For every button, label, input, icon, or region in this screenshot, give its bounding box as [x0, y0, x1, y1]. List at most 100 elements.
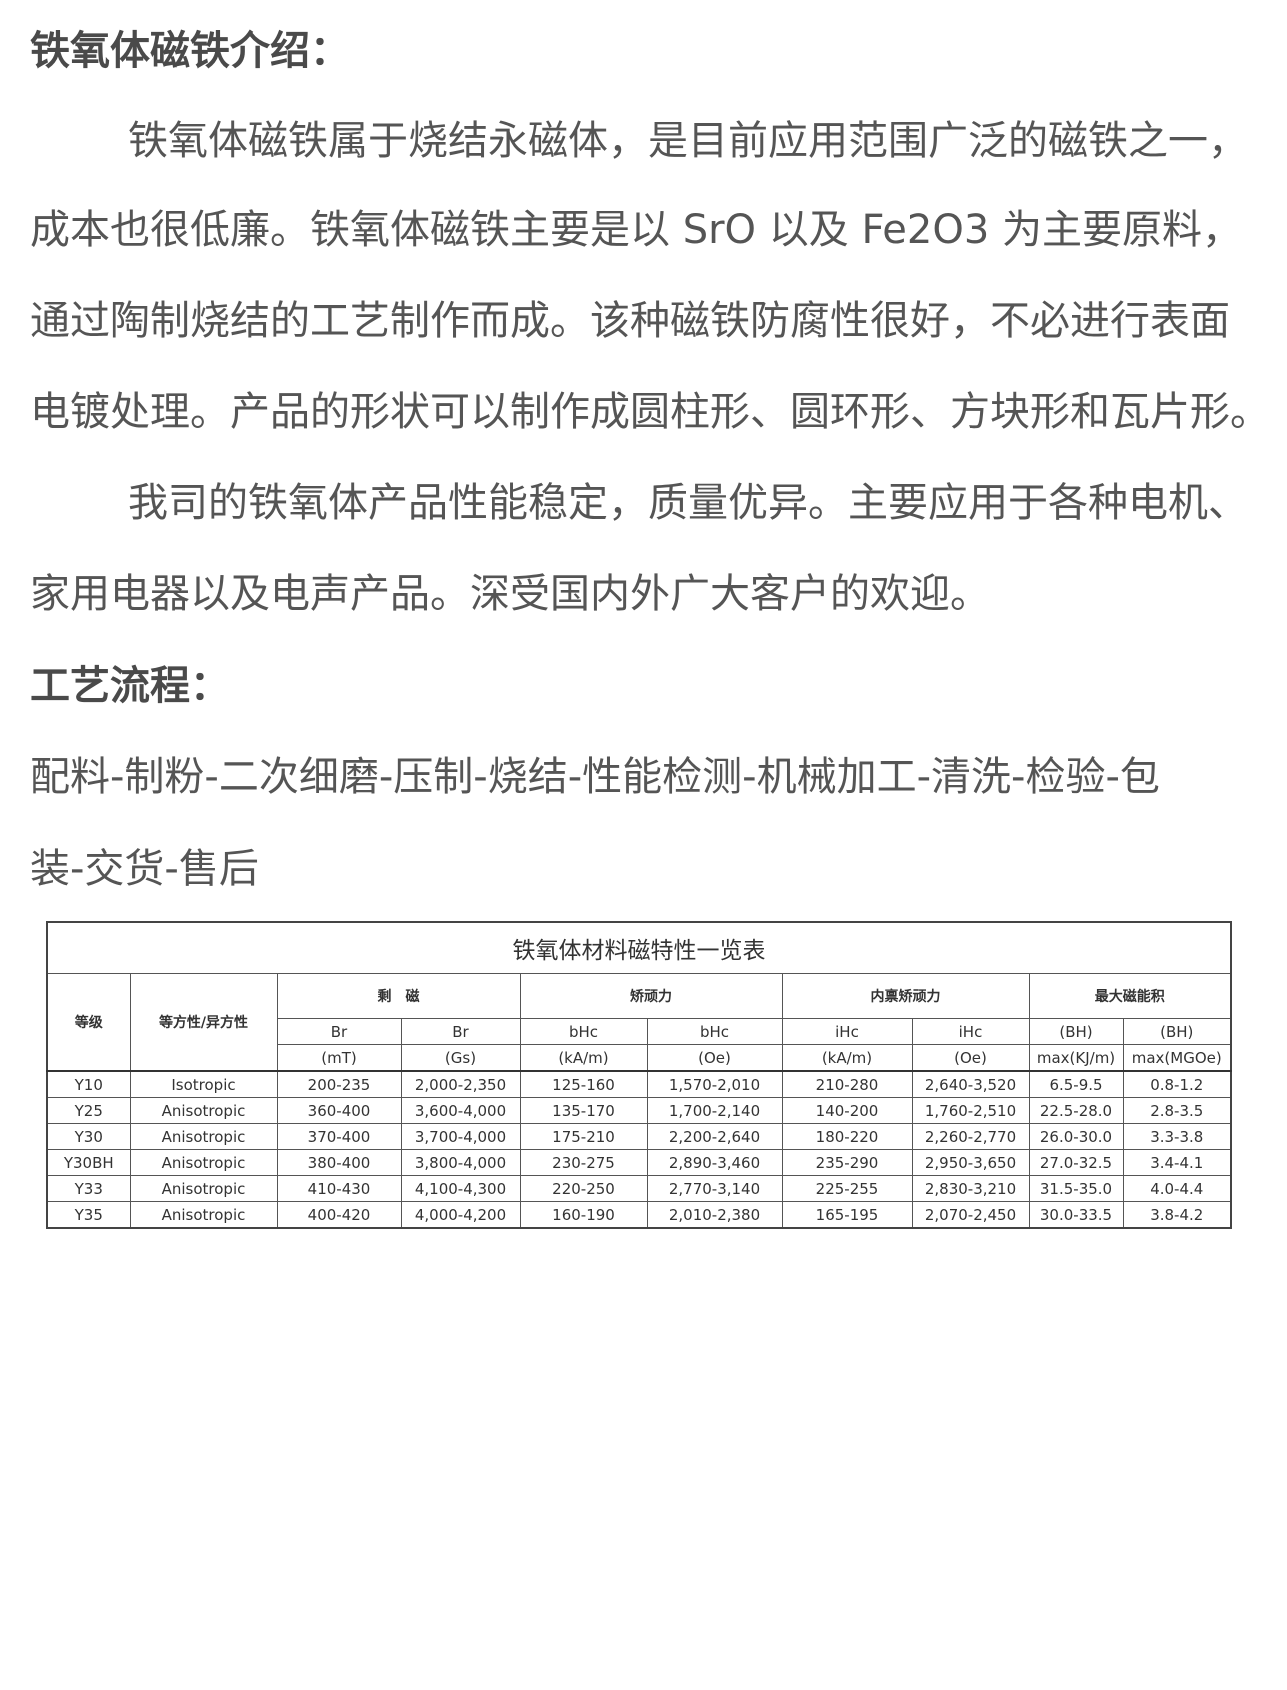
header-group: 剩 磁	[276, 973, 521, 1019]
table-row: Y10 Isotropic 200-235 2,000-2,350 125-160 1,5…	[46, 1070, 1232, 1098]
table-cell: 1,700-2,140	[646, 1097, 783, 1124]
table-cell: 2,260-2,770	[911, 1123, 1030, 1150]
table-cell: 2,070-2,450	[911, 1201, 1030, 1229]
header-unit: bHc	[646, 1018, 783, 1045]
table-cell: Y10	[46, 1070, 131, 1098]
intro-paragraph-line: 电镀处理。产品的形状可以制作成圆柱形、圆环形、方块形和瓦片形。	[30, 389, 1270, 435]
table-cell: 2,890-3,460	[646, 1149, 783, 1176]
table-cell: Anisotropic	[129, 1175, 278, 1202]
table-cell: 210-280	[781, 1070, 913, 1098]
intro-paragraph-line: 通过陶制烧结的工艺制作而成。该种磁铁防腐性很好，不必进行表面	[30, 298, 1230, 344]
table-cell: Isotropic	[129, 1070, 278, 1098]
header-unit: (Gs)	[400, 1044, 521, 1072]
header-unit: (BH)	[1122, 1018, 1232, 1045]
table-title: 铁氧体材料磁特性一览表	[46, 921, 1232, 974]
table-cell: 2,010-2,380	[646, 1201, 783, 1229]
table-cell: Y30	[46, 1123, 131, 1150]
table-cell: Y33	[46, 1175, 131, 1202]
header-unit: iHc	[911, 1018, 1030, 1045]
table-cell: 2.8-3.5	[1122, 1097, 1232, 1124]
table-cell: 0.8-1.2	[1122, 1070, 1232, 1098]
header-unit: iHc	[781, 1018, 913, 1045]
table-cell: 22.5-28.0	[1028, 1097, 1124, 1124]
intro-paragraph-line: 成本也很低廉。铁氧体磁铁主要是以 SrO 以及 Fe2O3 为主要原料，	[30, 207, 1242, 253]
ferrite-properties-table: 铁氧体材料磁特性一览表 等级 等方性/异方性 剩 磁 矫顽力 内禀矫顽力 最大磁…	[46, 921, 1232, 1229]
table-cell: 4.0-4.4	[1122, 1175, 1232, 1202]
header-unit-row: Br Br bHc bHc iHc iHc (BH) (BH)	[47, 1018, 1232, 1045]
header-group: 最大磁能积	[1028, 973, 1232, 1019]
header-unit: (mT)	[276, 1044, 402, 1072]
table-cell: 140-200	[781, 1097, 913, 1124]
header-unit: max(MGOe)	[1122, 1044, 1232, 1072]
header-unit-row: (mT) (Gs) (kA/m) (Oe) (kA/m) (Oe) max(KJ/m) max…	[47, 1044, 1232, 1072]
table-cell: 400-420	[276, 1201, 402, 1229]
table-cell: Y35	[46, 1201, 131, 1229]
table-row: Y30 Anisotropic 370-400 3,700-4,000 175-210 2…	[46, 1123, 1232, 1150]
table-cell: 230-275	[519, 1149, 648, 1176]
table-cell: 3,700-4,000	[400, 1123, 521, 1150]
table-cell: 3.3-3.8	[1122, 1123, 1232, 1150]
table-cell: 235-290	[781, 1149, 913, 1176]
table-cell: 30.0-33.5	[1028, 1201, 1124, 1229]
table-cell: 220-250	[519, 1175, 648, 1202]
header-unit: Br	[276, 1018, 402, 1045]
table-cell: 2,830-3,210	[911, 1175, 1030, 1202]
table-cell: 3.4-4.1	[1122, 1149, 1232, 1176]
table-cell: 2,640-3,520	[911, 1070, 1030, 1098]
table-row: Y30BH Anisotropic 380-400 3,800-4,000 230-27…	[46, 1149, 1232, 1176]
table-cell: 125-160	[519, 1070, 648, 1098]
header-unit: (BH)	[1028, 1018, 1124, 1045]
table-cell: 31.5-35.0	[1028, 1175, 1124, 1202]
table-cell: 225-255	[781, 1175, 913, 1202]
process-heading: 工艺流程：	[30, 663, 230, 709]
table-cell: Anisotropic	[129, 1097, 278, 1124]
table-cell: 2,000-2,350	[400, 1070, 521, 1098]
table-cell: 410-430	[276, 1175, 402, 1202]
header-unit: Br	[400, 1018, 521, 1045]
table-cell: 2,770-3,140	[646, 1175, 783, 1202]
table-row: Y35 Anisotropic 400-420 4,000-4,200 160-190 2…	[46, 1201, 1232, 1229]
table-row: Y25 Anisotropic 360-400 3,600-4,000 135-170 1…	[46, 1097, 1232, 1124]
table-cell: Anisotropic	[129, 1149, 278, 1176]
header-unit: (Oe)	[646, 1044, 783, 1072]
process-line: 配料-制粉-二次细磨-压制-烧结-性能检测-机械加工-清洗-检验-包	[30, 754, 1160, 800]
table-row: Y33 Anisotropic 410-430 4,100-4,300 220-250 2…	[46, 1175, 1232, 1202]
table-cell: 3.8-4.2	[1122, 1201, 1232, 1229]
header-grade: 等级	[46, 973, 131, 1072]
table-cell: 180-220	[781, 1123, 913, 1150]
table-cell: 370-400	[276, 1123, 402, 1150]
header-unit: (kA/m)	[519, 1044, 648, 1072]
table-cell: 4,100-4,300	[400, 1175, 521, 1202]
table-cell: 380-400	[276, 1149, 402, 1176]
table-cell: 360-400	[276, 1097, 402, 1124]
table-cell: 26.0-30.0	[1028, 1123, 1124, 1150]
table-cell: 4,000-4,200	[400, 1201, 521, 1229]
table-cell: 135-170	[519, 1097, 648, 1124]
table-cell: 2,950-3,650	[911, 1149, 1030, 1176]
intro-heading: 铁氧体磁铁介绍：	[30, 28, 350, 74]
table-cell: 1,570-2,010	[646, 1070, 783, 1098]
intro-paragraph-line: 铁氧体磁铁属于烧结永磁体，是目前应用范围广泛的磁铁之一，	[128, 118, 1248, 164]
header-unit: (kA/m)	[781, 1044, 913, 1072]
header-group: 内禀矫顽力	[781, 973, 1030, 1019]
table-cell: 200-235	[276, 1070, 402, 1098]
table-cell: 160-190	[519, 1201, 648, 1229]
intro-paragraph-line: 家用电器以及电声产品。深受国内外广大客户的欢迎。	[30, 571, 990, 617]
intro-paragraph-line: 我司的铁氧体产品性能稳定，质量优异。主要应用于各种电机、	[128, 480, 1248, 526]
table-cell: 1,760-2,510	[911, 1097, 1030, 1124]
process-line: 装-交货-售后	[30, 846, 259, 892]
table-cell: Y25	[46, 1097, 131, 1124]
table-cell: 3,800-4,000	[400, 1149, 521, 1176]
header-group: 矫顽力	[519, 973, 783, 1019]
table-cell: 165-195	[781, 1201, 913, 1229]
header-unit: (Oe)	[911, 1044, 1030, 1072]
table-cell: 27.0-32.5	[1028, 1149, 1124, 1176]
table-cell: Anisotropic	[129, 1123, 278, 1150]
table-cell: 175-210	[519, 1123, 648, 1150]
table-cell: Y30BH	[46, 1149, 131, 1176]
header-unit: bHc	[519, 1018, 648, 1045]
table-cell: 2,200-2,640	[646, 1123, 783, 1150]
header-type: 等方性/异方性	[129, 973, 278, 1072]
table-cell: 6.5-9.5	[1028, 1070, 1124, 1098]
table-cell: 3,600-4,000	[400, 1097, 521, 1124]
